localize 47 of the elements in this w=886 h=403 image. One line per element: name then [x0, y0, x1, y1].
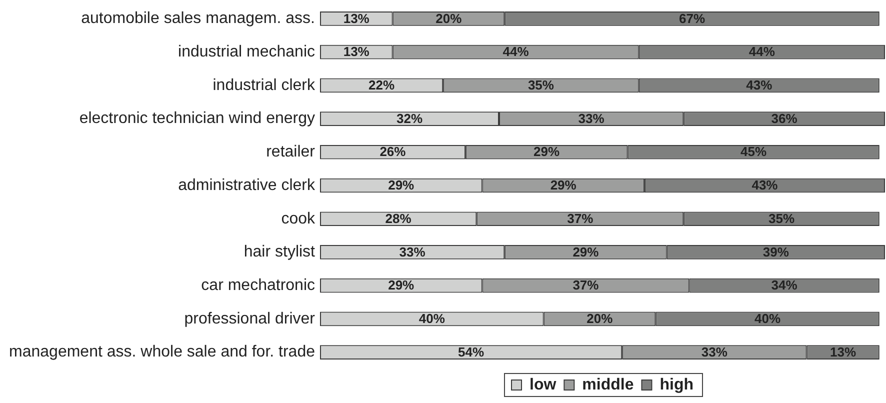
data-label: 43%	[746, 77, 773, 92]
y-tick-label: car mechatronic	[201, 276, 315, 294]
data-label: 33%	[578, 110, 605, 126]
y-tick-label: electronic technician wind energy	[79, 110, 315, 128]
data-label: 29%	[388, 278, 415, 293]
y-tick-label: hair stylist	[244, 244, 316, 261]
legend-label: high	[660, 376, 694, 394]
data-label: 13%	[343, 10, 370, 26]
data-label: 54%	[458, 344, 484, 360]
data-label: 35%	[768, 210, 795, 226]
data-label: 44%	[502, 44, 530, 60]
y-tick-label: retailer	[266, 144, 316, 161]
data-label: 20%	[436, 10, 462, 26]
data-label: 40%	[754, 311, 781, 326]
data-label: 20%	[586, 311, 614, 326]
data-label: 34%	[771, 278, 798, 293]
data-label: 43%	[752, 178, 778, 193]
data-label: 37%	[572, 278, 600, 293]
data-label: 40%	[418, 311, 446, 326]
data-label: 36%	[771, 110, 798, 126]
data-label: 39%	[762, 244, 790, 260]
data-label: 37%	[567, 210, 594, 226]
data-label: 13%	[343, 44, 370, 60]
data-label: 26%	[380, 144, 406, 160]
data-label: 35%	[528, 77, 554, 92]
data-label: 29%	[550, 178, 577, 193]
data-label: 13%	[830, 344, 856, 360]
data-label: 67%	[678, 10, 706, 26]
y-tick-label: automobile sales managem. ass.	[81, 10, 315, 28]
y-tick-label: industrial clerk	[212, 76, 316, 94]
data-label: 44%	[748, 44, 776, 60]
y-tick-label: cook	[281, 210, 316, 228]
data-label: 45%	[740, 144, 767, 160]
y-tick-label: management ass. whole sale and for. trade	[9, 344, 316, 361]
legend-label: low	[530, 376, 557, 394]
y-tick-label: industrial mechanic	[178, 43, 315, 60]
data-label: 32%	[396, 110, 423, 126]
legend-label: middle	[582, 376, 634, 394]
y-tick-label: professional driver	[184, 310, 316, 328]
data-label: 29%	[534, 144, 560, 160]
data-label: 33%	[399, 244, 426, 260]
data-label: 28%	[385, 210, 412, 226]
y-tick-label: administrative clerk	[178, 176, 316, 194]
data-label: 22%	[368, 77, 395, 92]
data-label: 29%	[388, 178, 415, 193]
data-label: 33%	[701, 344, 728, 360]
data-label: 29%	[572, 244, 600, 260]
